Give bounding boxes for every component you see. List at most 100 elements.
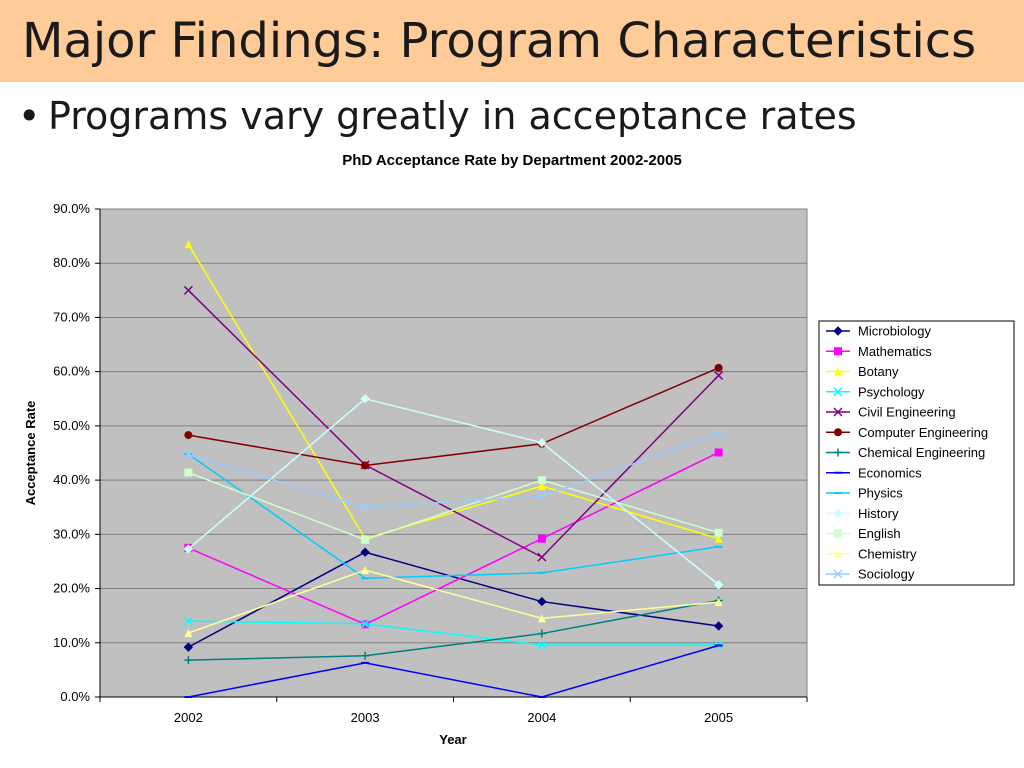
- legend-label: Mathematics: [858, 344, 932, 359]
- data-point: [183, 544, 194, 554]
- data-point: [361, 651, 370, 660]
- y-tick-label: 10.0%: [53, 635, 90, 650]
- data-point: [537, 696, 546, 698]
- legend-item: Computer Engineering: [826, 425, 988, 440]
- legend-item: Civil Engineering: [826, 405, 956, 420]
- data-point: [184, 629, 193, 638]
- legend-item: Economics: [826, 465, 922, 480]
- x-tick-label: 2003: [351, 710, 380, 725]
- series-economics: [184, 644, 723, 698]
- legend-item: Sociology: [826, 567, 915, 582]
- data-point: [183, 616, 193, 626]
- legend-marker: [834, 529, 842, 538]
- legend-item: Mathematics: [826, 344, 932, 359]
- legend-marker: [833, 326, 843, 336]
- legend-label: Chemistry: [858, 546, 917, 561]
- data-point: [537, 437, 547, 448]
- data-point: [361, 535, 370, 544]
- legend-marker: [833, 387, 843, 397]
- data-point: [184, 468, 193, 477]
- data-point: [183, 642, 194, 652]
- data-point: [714, 534, 723, 543]
- legend-label: Psychology: [858, 384, 925, 399]
- legend-item: Chemistry: [826, 546, 917, 561]
- legend-item: Physics: [826, 486, 903, 501]
- series-english: [184, 468, 723, 544]
- series-line: [188, 471, 719, 541]
- data-point: [714, 370, 724, 380]
- series-chemistry: [184, 566, 723, 638]
- data-point: [360, 619, 370, 629]
- series-line: [188, 599, 719, 661]
- data-point: [537, 640, 547, 650]
- data-point: [714, 598, 723, 607]
- legend-label: Microbiology: [858, 324, 931, 339]
- data-point: [714, 545, 723, 548]
- series-microbiology: [183, 547, 724, 652]
- legend-marker: [834, 367, 842, 376]
- data-point: [184, 431, 193, 440]
- y-tick-label: 0.0%: [60, 689, 90, 704]
- legend-item: Chemical Engineering: [826, 445, 985, 460]
- legend-label: Physics: [858, 486, 903, 501]
- data-point: [714, 528, 723, 537]
- legend-item: Microbiology: [826, 324, 931, 339]
- x-axis-title: Year: [439, 732, 466, 747]
- bullet-icon: •: [18, 94, 41, 138]
- legend-label: Sociology: [858, 567, 915, 582]
- legend-label: History: [858, 506, 899, 521]
- y-axis-title: Acceptance Rate: [23, 401, 38, 506]
- legend-marker: [834, 492, 842, 494]
- legend-label: Civil Engineering: [858, 405, 956, 420]
- series-line: [188, 367, 719, 467]
- data-point: [537, 476, 546, 485]
- data-point: [714, 644, 723, 647]
- data-point: [360, 547, 370, 557]
- slide-title: Major Findings: Program Characteristics: [22, 13, 977, 69]
- legend-marker: [833, 569, 843, 579]
- series-line: [188, 620, 719, 646]
- data-point: [361, 661, 370, 664]
- data-point: [361, 577, 370, 580]
- data-point: [713, 621, 724, 631]
- y-tick-label: 80.0%: [53, 255, 90, 270]
- series-psychology: [183, 616, 724, 650]
- data-point: [537, 491, 547, 501]
- title-bar: Major Findings: Program Characteristics: [0, 0, 1024, 82]
- legend-item: Botany: [826, 364, 899, 379]
- data-point: [537, 534, 546, 543]
- data-point: [537, 571, 546, 574]
- data-point: [714, 428, 724, 439]
- bullet-row: • Programs vary greatly in acceptance rat…: [18, 92, 857, 140]
- series-line: [188, 551, 719, 648]
- legend-item: History: [826, 506, 899, 521]
- legend-label: Economics: [858, 465, 922, 480]
- data-point: [183, 285, 193, 295]
- plot-area: [99, 208, 808, 698]
- series-layer: [183, 240, 724, 698]
- data-point: [713, 580, 724, 590]
- data-point: [537, 614, 546, 623]
- data-point: [714, 363, 723, 372]
- legend-marker: [834, 471, 842, 474]
- legend-label: Botany: [858, 364, 899, 379]
- series-line: [188, 569, 719, 634]
- data-point: [537, 552, 547, 562]
- data-point: [537, 596, 547, 607]
- legend-marker: [834, 428, 842, 437]
- data-point: [183, 450, 193, 460]
- series-line: [187, 397, 720, 586]
- y-tick-label: 50.0%: [53, 418, 90, 433]
- legend-label: English: [858, 526, 901, 541]
- data-point: [537, 629, 546, 638]
- legend-box: [818, 320, 1015, 586]
- series-line: [188, 432, 719, 508]
- legend-marker: [834, 347, 842, 356]
- series-line: [187, 453, 719, 580]
- y-tick-label: 20.0%: [53, 581, 90, 596]
- x-tick-label: 2005: [704, 710, 733, 725]
- x-tick-label: 2004: [527, 710, 556, 725]
- data-point: [360, 394, 370, 404]
- chart-title: PhD Acceptance Rate by Department 2002-2…: [342, 152, 682, 169]
